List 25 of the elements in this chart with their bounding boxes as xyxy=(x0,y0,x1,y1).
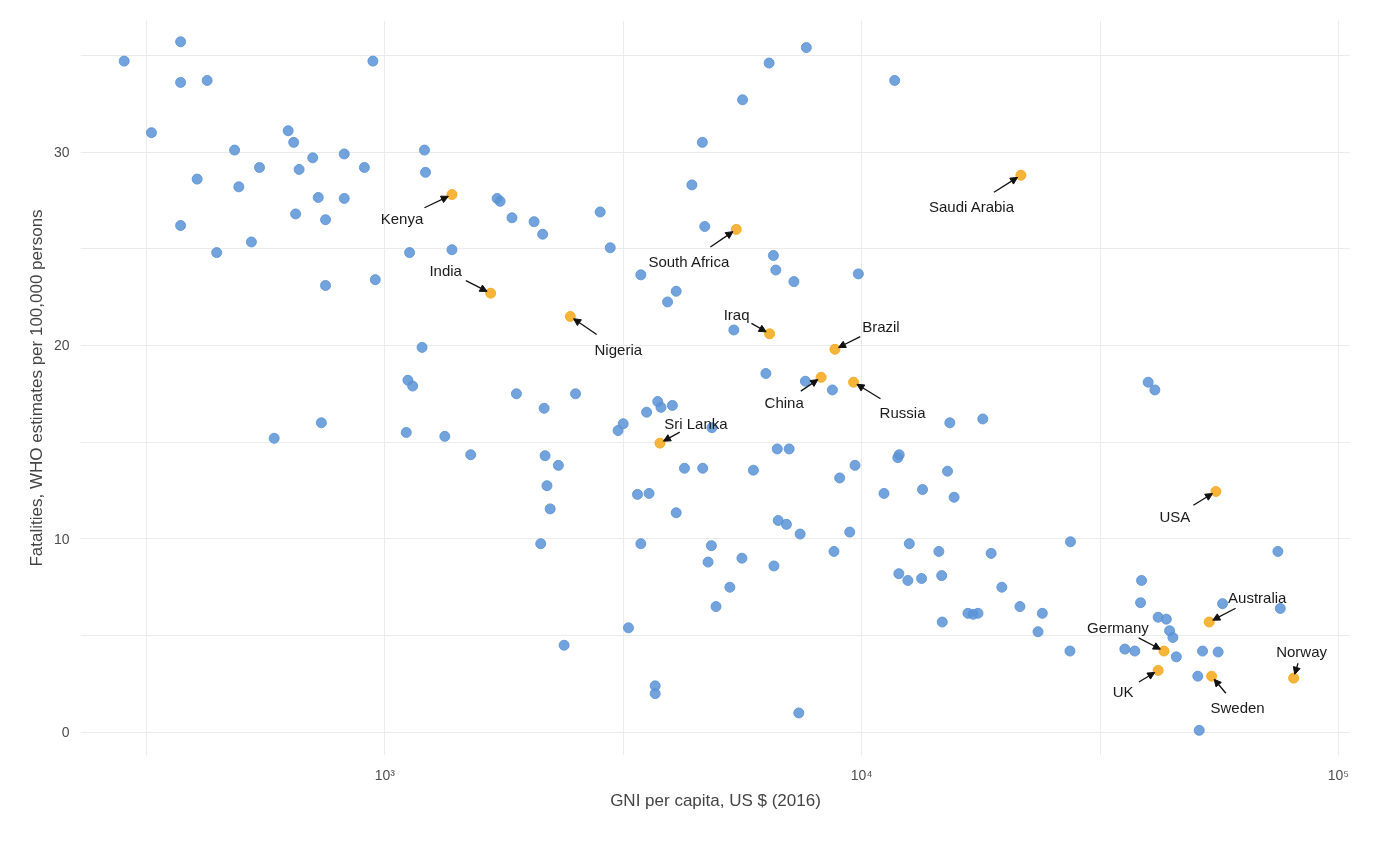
annotation: Sweden xyxy=(1210,698,1265,716)
annotation: Sri Lanka xyxy=(664,414,729,432)
annotation: UK xyxy=(1112,682,1134,700)
x-tick-label: 10³ xyxy=(374,766,396,783)
annotation: Norway xyxy=(1276,642,1328,660)
annotation: South Africa xyxy=(648,252,730,270)
annotation: USA xyxy=(1159,507,1191,525)
x-tick-label: 10⁴ xyxy=(850,766,873,783)
y-tick-label: 30 xyxy=(53,144,70,161)
y-tick-label: 0 xyxy=(61,724,70,741)
annotation: Brazil xyxy=(862,317,900,335)
y-axis-title: Fatalities, WHO estimates per 100,000 persons xyxy=(26,209,46,567)
annotation: Saudi Arabia xyxy=(928,197,1015,215)
annotation: Nigeria xyxy=(594,340,643,358)
y-tick-label: 10 xyxy=(53,530,70,547)
annotation: China xyxy=(764,393,805,411)
x-axis-title: GNI per capita, US $ (2016) xyxy=(610,790,821,810)
y-tick-label: 20 xyxy=(53,337,70,354)
annotation: Russia xyxy=(879,403,927,421)
annotation: Germany xyxy=(1087,618,1150,636)
annotation: India xyxy=(429,261,463,279)
annotation: Australia xyxy=(1228,588,1288,606)
annotation: Kenya xyxy=(380,210,424,228)
x-tick-label: 10⁵ xyxy=(1327,766,1350,783)
annotation: Iraq xyxy=(723,306,750,324)
